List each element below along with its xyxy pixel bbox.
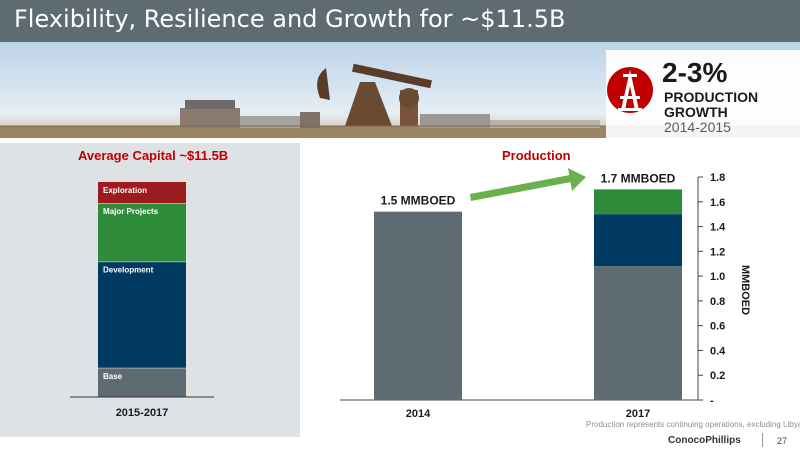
production-y-tick-label: 0.4 [710,345,726,357]
capital-chart: Base Development Major Projects Exploration… [70,182,214,419]
capital-segment-label: Exploration [103,186,147,195]
capital-segment-label: Major Projects [103,207,159,216]
footer-divider [762,433,763,447]
footnote: Production represents continuing operati… [586,420,800,429]
production-y-tick-label: - [710,395,714,407]
production-chart: - 0.2 0.4 0.6 0.8 1.0 1.2 1.4 1.6 1.8 MMBOED 1.5 MM… [340,168,751,420]
growth-label-line3: 2014-2015 [664,119,731,135]
pumpjack-icon [317,63,432,126]
capital-bar-segment-major-projects [98,203,186,262]
growth-label-line2: GROWTH [664,104,728,120]
production-y-axis-label: MMBOED [739,265,751,315]
capital-bar-segment-exploration [98,182,186,204]
production-bar-2017-segment-0 [594,266,682,400]
capital-bar-segment-base [98,367,186,397]
production-bar-label: 1.5 MMBOED [381,194,456,208]
production-y-tick-label: 1.6 [710,197,725,209]
slide-header: Flexibility, Resilience and Growth for ~… [0,0,800,42]
company-logo: ConocoPhillips [668,435,741,446]
production-y-tick-label: 0.6 [710,321,725,333]
production-y-tick-label: 1.4 [710,222,726,234]
page-number: 27 [777,436,788,446]
slide-title: Flexibility, Resilience and Growth for ~… [14,5,566,33]
capital-segment-label: Base [103,372,123,381]
oil-rig-icon [607,67,653,113]
production-chart-title: Production [502,148,571,163]
growth-arrow-shaft [470,175,571,201]
growth-arrow-head [568,168,586,191]
production-y-tick-label: 0.2 [710,370,725,382]
production-bar-label: 1.7 MMBOED [601,171,676,185]
production-bar-2017-segment-2 [594,189,682,215]
capital-bar-segment-development [98,261,186,368]
capital-chart-title: Average Capital ~$11.5B [78,148,229,163]
production-x-tick-label: 2017 [626,408,650,420]
production-y-tick-label: 1.8 [710,172,725,184]
production-bar-2014-segment-0 [374,211,462,400]
production-x-tick-label: 2014 [406,408,431,420]
capital-segment-label: Development [103,266,154,275]
growth-value: 2-3% [662,57,727,88]
production-growth-callout: 2-3% PRODUCTION GROWTH 2014-2015 [606,50,800,138]
capital-x-tick-label: 2015-2017 [116,407,169,419]
production-bar-2017-segment-1 [594,214,682,267]
production-y-tick-label: 1.2 [710,246,725,258]
production-y-tick-label: 0.8 [710,296,725,308]
growth-label-line1: PRODUCTION [664,89,758,105]
production-y-tick-label: 1.0 [710,271,725,283]
